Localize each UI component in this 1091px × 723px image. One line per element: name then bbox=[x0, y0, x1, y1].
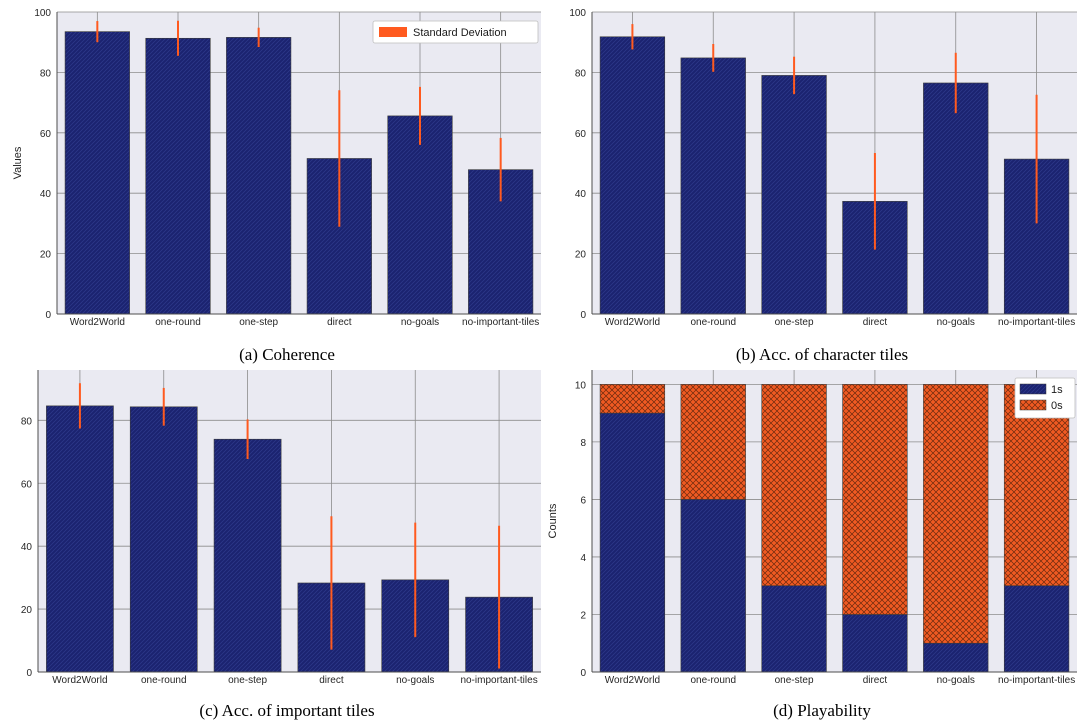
y-tick-label: 4 bbox=[580, 553, 586, 564]
bar-ones bbox=[599, 412, 666, 673]
chart-panel-important-tiles: 0 20 40 60 80 Word2World one-round one-step dire… bbox=[21, 370, 541, 686]
y-tick-label: 40 bbox=[575, 189, 587, 200]
y-tick-label: 20 bbox=[21, 605, 33, 616]
plot-area bbox=[592, 12, 1077, 314]
x-tick-label: one-step bbox=[775, 675, 814, 686]
bar bbox=[46, 405, 114, 673]
x-tick-label: one-step bbox=[775, 317, 814, 328]
x-tick-label: one-round bbox=[155, 317, 201, 328]
bar bbox=[213, 438, 282, 673]
bar-ones bbox=[680, 499, 746, 673]
y-tick-label: 100 bbox=[569, 8, 586, 19]
y-tick-label: 80 bbox=[575, 68, 587, 79]
x-tick-label: no-goals bbox=[937, 317, 975, 328]
x-tick-label: one-step bbox=[239, 317, 278, 328]
y-axis-label: Values bbox=[12, 146, 24, 179]
bar bbox=[680, 57, 746, 315]
bar bbox=[599, 36, 666, 315]
y-tick-label: 100 bbox=[34, 8, 51, 19]
legend-label-1s: 1s bbox=[1051, 384, 1063, 396]
y-tick-label: 60 bbox=[40, 129, 52, 140]
x-tick-label: Word2World bbox=[52, 675, 107, 686]
bar bbox=[64, 31, 130, 315]
legend-swatch-0s bbox=[1019, 399, 1047, 411]
legend-label-standard-deviation: Standard Deviation bbox=[413, 27, 507, 39]
x-tick-label: one-step bbox=[228, 675, 267, 686]
y-tick-label: 0 bbox=[580, 668, 586, 679]
plot-area bbox=[592, 370, 1077, 672]
y-tick-label: 60 bbox=[575, 129, 587, 140]
y-tick-label: 0 bbox=[580, 310, 586, 321]
bar bbox=[226, 37, 292, 315]
legend-box bbox=[372, 20, 539, 44]
x-tick-label: no-important-tiles bbox=[462, 317, 539, 328]
bar-zeros bbox=[680, 384, 746, 500]
bar-zeros bbox=[761, 384, 827, 587]
y-tick-label: 20 bbox=[40, 250, 52, 261]
x-tick-label: no-goals bbox=[401, 317, 439, 328]
caption-playability: (d) Playability bbox=[773, 701, 871, 720]
x-tick-label: direct bbox=[863, 317, 888, 328]
x-tick-label: no-important-tiles bbox=[460, 675, 537, 686]
bar bbox=[923, 82, 989, 315]
x-tick-label: Word2World bbox=[70, 317, 125, 328]
caption-important-tiles: (c) Acc. of important tiles bbox=[199, 701, 374, 720]
plot-area bbox=[57, 12, 541, 314]
bar-ones bbox=[842, 614, 908, 673]
chart-panel-character-tiles: 0 20 40 60 80 100 Word2World one-round one-step d… bbox=[569, 8, 1077, 328]
caption-coherence: (a) Coherence bbox=[239, 345, 335, 364]
y-tick-label: 80 bbox=[21, 416, 33, 427]
y-tick-label: 2 bbox=[580, 610, 586, 621]
caption-character-tiles: (b) Acc. of character tiles bbox=[736, 345, 908, 364]
chart-panel-coherence: 0 20 40 60 80 100 Word2World one-round one-step d… bbox=[12, 8, 541, 328]
x-tick-label: direct bbox=[319, 675, 344, 686]
x-tick-label: direct bbox=[327, 317, 352, 328]
legend-swatch-1s bbox=[1019, 383, 1047, 395]
y-tick-label: 40 bbox=[40, 189, 52, 200]
bar bbox=[129, 406, 198, 673]
bar-zeros bbox=[599, 384, 666, 414]
x-tick-label: direct bbox=[863, 675, 888, 686]
y-tick-label: 80 bbox=[40, 68, 52, 79]
bar bbox=[761, 75, 827, 315]
x-tick-label: Word2World bbox=[605, 317, 660, 328]
legend-swatch-standard-deviation bbox=[379, 27, 407, 37]
chart-panel-playability: 0 2 4 6 8 10 Word2World one-round one-step direct… bbox=[547, 370, 1077, 686]
y-tick-label: 40 bbox=[21, 542, 33, 553]
legend-label-0s: 0s bbox=[1051, 400, 1063, 412]
bar bbox=[387, 115, 453, 315]
bar bbox=[145, 37, 211, 315]
bar-ones bbox=[761, 585, 827, 673]
x-tick-label: one-round bbox=[141, 675, 187, 686]
bar-ones bbox=[1003, 585, 1070, 673]
y-tick-label: 8 bbox=[580, 438, 586, 449]
bar-ones bbox=[923, 642, 989, 673]
y-axis-label: Counts bbox=[547, 503, 559, 538]
x-tick-label: no-important-tiles bbox=[998, 675, 1075, 686]
x-tick-label: no-important-tiles bbox=[998, 317, 1075, 328]
x-tick-label: one-round bbox=[690, 675, 736, 686]
bar-zeros bbox=[923, 384, 989, 644]
y-tick-label: 60 bbox=[21, 479, 33, 490]
x-tick-label: Word2World bbox=[605, 675, 660, 686]
y-tick-label: 10 bbox=[575, 380, 587, 391]
bar-zeros bbox=[842, 384, 908, 615]
x-tick-label: no-goals bbox=[937, 675, 975, 686]
y-tick-label: 0 bbox=[45, 310, 51, 321]
y-tick-label: 0 bbox=[26, 668, 32, 679]
y-tick-label: 20 bbox=[575, 250, 587, 261]
x-tick-label: no-goals bbox=[396, 675, 434, 686]
y-tick-label: 6 bbox=[580, 495, 586, 506]
x-tick-label: one-round bbox=[690, 317, 736, 328]
